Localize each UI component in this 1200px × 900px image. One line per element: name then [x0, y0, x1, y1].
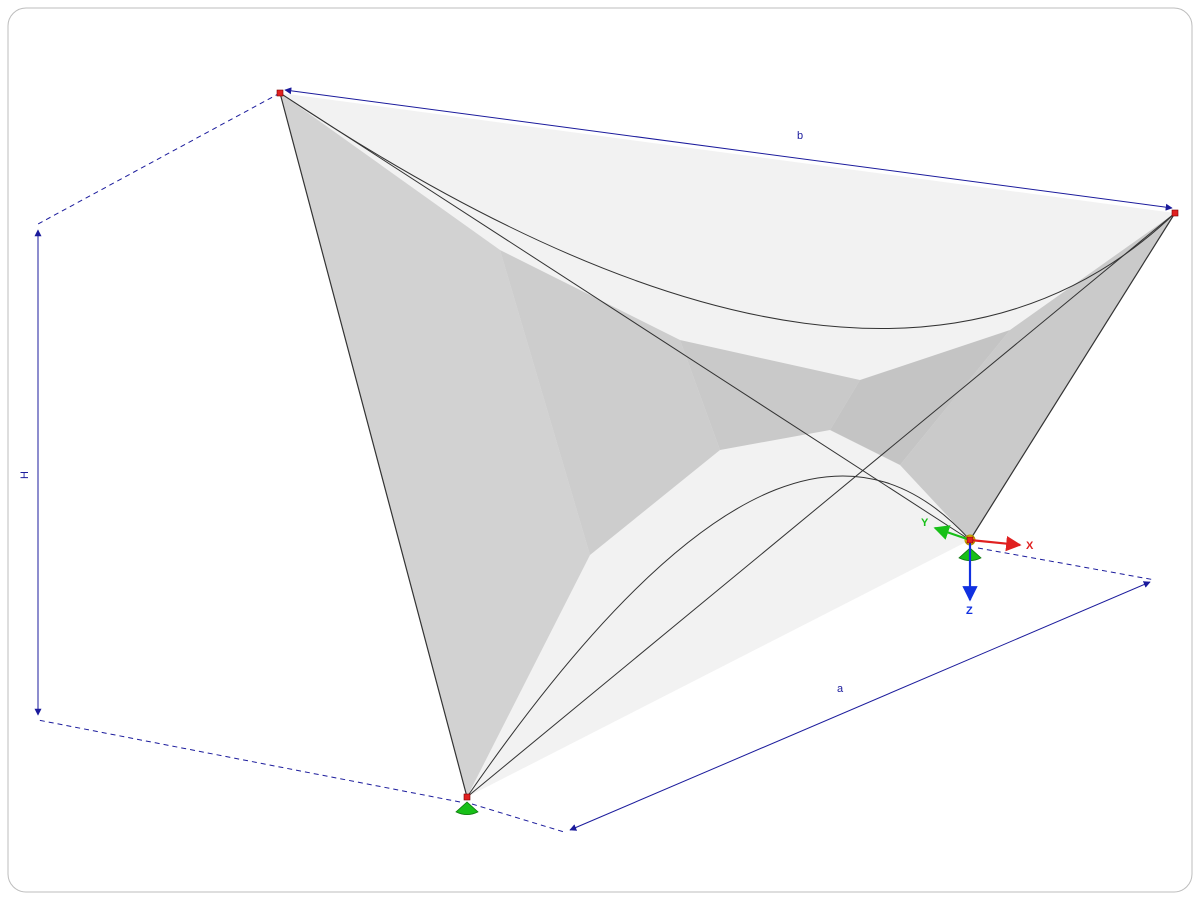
structural-model-viewport[interactable]: a b H X Y Z [0, 0, 1200, 900]
dimension-label: a [837, 683, 844, 695]
dimension-extension [38, 720, 460, 802]
dimension-label: H [19, 471, 31, 479]
node-marker [464, 794, 470, 800]
axis-label-z: Z [966, 605, 973, 617]
pinned-support-icon [456, 802, 478, 815]
node-marker [277, 90, 283, 96]
dimension-extension [472, 804, 564, 832]
dimension-extension [38, 93, 280, 224]
surface-facet [280, 93, 1175, 797]
dimension-label: b [797, 130, 803, 142]
membrane-surface [280, 93, 1175, 797]
axis-x [970, 540, 1020, 545]
dimension-extension [978, 548, 1155, 580]
axis-label-x: X [1026, 540, 1034, 552]
node-marker [967, 537, 973, 543]
node-marker [1172, 210, 1178, 216]
axis-label-y: Y [921, 517, 929, 529]
